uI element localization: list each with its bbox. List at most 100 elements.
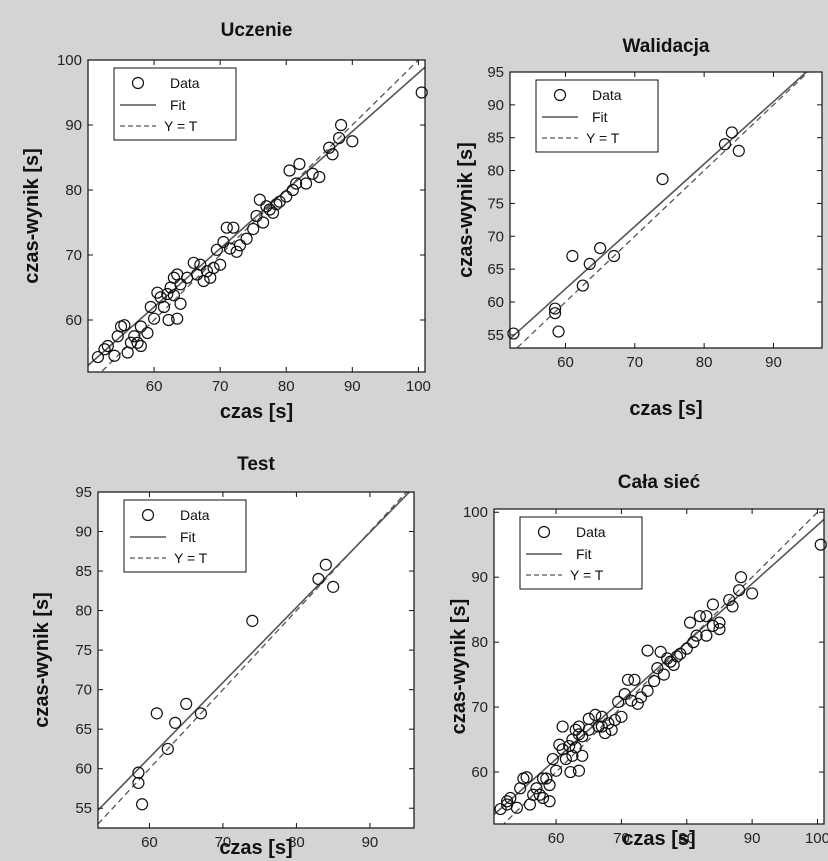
data-point	[118, 319, 131, 332]
identity-line	[98, 492, 408, 825]
data-point	[670, 650, 684, 663]
data-point	[510, 801, 523, 814]
fit-line	[98, 492, 411, 811]
legend-box	[519, 516, 643, 590]
y-tick-label: 80	[75, 603, 92, 620]
data-point	[661, 652, 674, 665]
x-tick-label: 80	[678, 830, 695, 847]
data-point	[549, 764, 563, 777]
x-tick-label: 80	[278, 378, 295, 395]
data-point	[706, 598, 720, 611]
legend: Data Fit Y = T	[123, 499, 247, 573]
data-point	[540, 772, 553, 785]
data-point	[312, 572, 325, 586]
legend-label-identity: Y = T	[164, 118, 198, 134]
legend-label-data: Data	[576, 524, 606, 540]
data-point	[667, 658, 680, 671]
data-point	[194, 258, 207, 271]
data-point	[253, 193, 266, 206]
legend-label-identity: Y = T	[174, 550, 208, 566]
data-point	[334, 118, 348, 132]
data-point	[576, 730, 589, 743]
y-tick-label: 60	[75, 761, 92, 778]
data-point	[595, 710, 608, 723]
data-point	[323, 141, 336, 154]
y-tick-label: 80	[65, 182, 82, 199]
data-point	[657, 668, 671, 681]
data-point	[227, 221, 240, 234]
data-point	[233, 239, 247, 252]
x-tick-label: 70	[212, 378, 229, 395]
y-tick-label: 90	[487, 97, 504, 114]
x-tick-label: 90	[362, 834, 379, 851]
data-point	[167, 289, 181, 302]
data-point	[128, 330, 141, 343]
legend-box	[535, 79, 659, 153]
data-point	[161, 287, 174, 301]
data-point	[814, 538, 827, 551]
y-tick-label: 85	[487, 130, 504, 147]
data-point	[200, 265, 214, 278]
x-tick-label: 60	[141, 834, 158, 851]
y-tick-label: 65	[75, 721, 92, 738]
y-tick-label: 75	[487, 195, 504, 212]
data-point	[687, 636, 700, 649]
x-axis-label: czas [s]	[622, 828, 695, 850]
data-point	[306, 167, 319, 180]
legend-label-fit: Fit	[170, 97, 186, 113]
chart-panel-3: 60 70 80 90 55 60 65 70 75 80 85 90 95 Test czas [s] cz…	[31, 454, 415, 859]
data-point	[135, 798, 149, 811]
legend-box	[113, 67, 237, 141]
y-tick-label: 70	[471, 699, 488, 716]
data-point	[246, 614, 259, 627]
chart-title: Walidacja	[623, 36, 710, 57]
chart-title: Cała sieć	[618, 472, 701, 493]
legend-label-fit: Fit	[576, 546, 592, 562]
x-tick-label: 90	[744, 830, 761, 847]
data-point	[589, 708, 602, 721]
data-point	[559, 752, 572, 766]
data-point	[286, 183, 299, 197]
data-point	[230, 245, 243, 258]
identity-line	[515, 72, 810, 348]
axes-frame	[493, 508, 825, 825]
data-point	[150, 707, 163, 720]
chart-panel-2: 60 70 80 90 60 65 70 75 80 85 90 95 55 Walidacja czas …	[455, 36, 823, 420]
y-tick-label: 100	[463, 504, 488, 521]
data-point	[504, 791, 517, 805]
data-point	[734, 571, 748, 584]
data-point	[313, 170, 326, 184]
y-tick-label: 85	[75, 563, 92, 580]
data-point	[713, 623, 726, 636]
legend-label-fit: Fit	[180, 529, 196, 545]
data-point	[494, 802, 507, 816]
data-point	[641, 644, 654, 657]
y-tick-label: 70	[487, 228, 504, 245]
y-tick-label: 55	[487, 327, 504, 344]
chart-panel-1: 60 70 80 90 100 60 70 80 90 100 Uczenie czas [s] cza…	[21, 20, 431, 423]
data-point	[134, 320, 147, 333]
data-point	[700, 629, 713, 642]
data-point	[548, 302, 562, 315]
data-point	[332, 131, 346, 145]
y-axis-label: czas-wynik [s]	[21, 148, 43, 284]
data-point	[326, 148, 339, 161]
axes-frame	[97, 491, 415, 829]
x-tick-label: 70	[626, 354, 643, 371]
y-axis-label: czas-wynik [s]	[31, 592, 53, 728]
x-axis-label: czas [s]	[219, 837, 292, 859]
y-tick-label: 95	[75, 484, 92, 501]
data-point	[533, 788, 546, 801]
data-point	[162, 313, 175, 327]
x-tick-label: 70	[215, 834, 232, 851]
data-point	[240, 232, 253, 245]
data-point	[546, 752, 559, 766]
y-tick-label: 90	[65, 117, 82, 134]
x-tick-label: 60	[146, 378, 163, 395]
data-point	[270, 198, 283, 211]
data-point	[415, 86, 428, 99]
legend-label-identity: Y = T	[586, 130, 620, 146]
data-point	[327, 580, 340, 593]
x-tick-label: 60	[548, 830, 565, 847]
